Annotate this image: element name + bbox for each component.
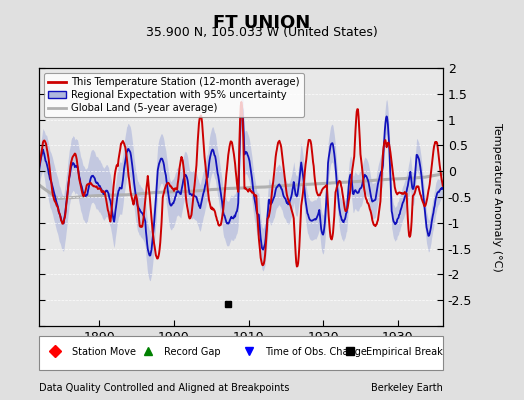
FancyBboxPatch shape: [39, 336, 443, 370]
Text: Empirical Break: Empirical Break: [366, 347, 443, 357]
Text: Station Move: Station Move: [72, 347, 136, 357]
Text: Berkeley Earth: Berkeley Earth: [371, 383, 443, 393]
Y-axis label: Temperature Anomaly (°C): Temperature Anomaly (°C): [492, 123, 501, 271]
Text: 35.900 N, 105.033 W (United States): 35.900 N, 105.033 W (United States): [146, 26, 378, 39]
Text: FT UNION: FT UNION: [213, 14, 311, 32]
Text: Record Gap: Record Gap: [165, 347, 221, 357]
Text: Data Quality Controlled and Aligned at Breakpoints: Data Quality Controlled and Aligned at B…: [39, 383, 290, 393]
Text: Time of Obs. Change: Time of Obs. Change: [265, 347, 367, 357]
Legend: This Temperature Station (12-month average), Regional Expectation with 95% uncer: This Temperature Station (12-month avera…: [45, 73, 304, 117]
